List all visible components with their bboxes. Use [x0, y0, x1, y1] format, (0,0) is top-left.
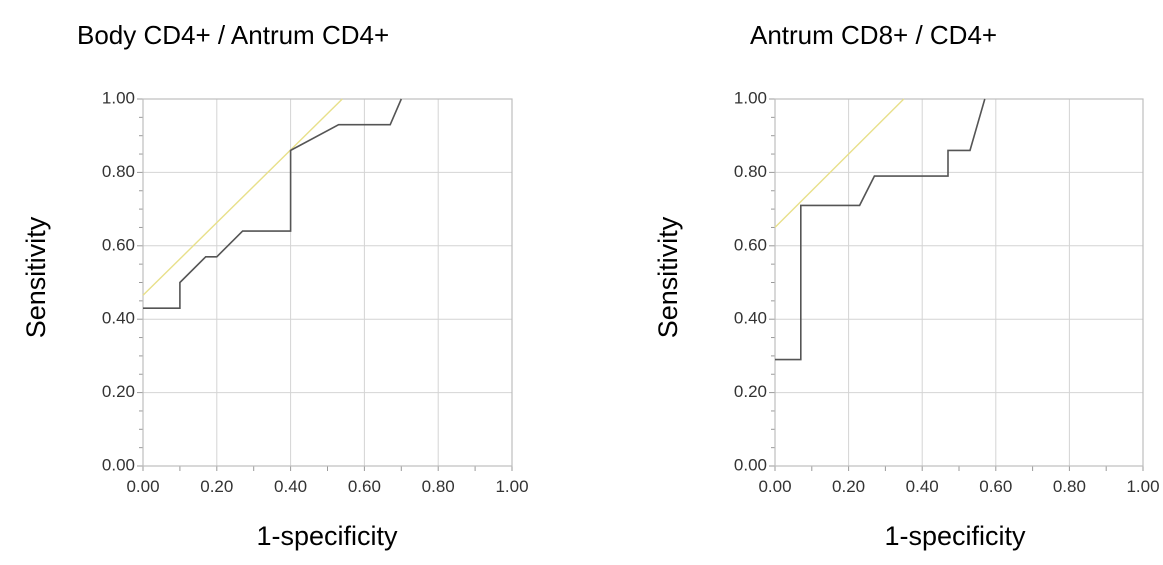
x-tick-label: 0.20: [832, 477, 865, 496]
x-tick-label: 0.00: [126, 477, 159, 496]
x-tick-label: 0.80: [1053, 477, 1086, 496]
x-tick-label: 0.60: [979, 477, 1012, 496]
roc-curve: [143, 98, 403, 310]
y-tick-label: 0.40: [102, 309, 135, 328]
x-tick-label: 1.00: [495, 477, 528, 496]
y-tick-label: 0.00: [102, 455, 135, 474]
roc-chart-antrum-cd8-cd4: Antrum CD8+ / CD4+ 0.00 0.20 0.40 0.60 0.80 1.…: [653, 20, 1159, 551]
y-tick-label: 1.00: [734, 88, 767, 107]
x-axis-title: 1-specificity: [884, 521, 1026, 551]
y-tick-label: 0.20: [734, 382, 767, 401]
chart-title: Antrum CD8+ / CD4+: [750, 20, 997, 50]
reference-line: [774, 98, 905, 228]
y-tick-label: 0.00: [734, 455, 767, 474]
x-axis-title: 1-specificity: [256, 521, 398, 551]
x-tick-label: 0.40: [274, 477, 307, 496]
reference-line: [142, 98, 343, 296]
y-axis-title: Sensitivity: [21, 216, 51, 338]
x-tick-label: 0.40: [906, 477, 939, 496]
x-tick-label: 0.80: [422, 477, 455, 496]
y-tick-label: 0.20: [102, 382, 135, 401]
roc-chart-body-cd4: Body CD4+ / Antrum CD4+ 0.00 0.20 0.40 0.60 0…: [21, 20, 528, 551]
y-tick-label: 0.40: [734, 309, 767, 328]
chart-title: Body CD4+ / Antrum CD4+: [77, 20, 389, 50]
y-axis-title: Sensitivity: [653, 216, 683, 338]
plot-frame: [142, 98, 513, 467]
y-tick-label: 0.60: [734, 235, 767, 254]
x-tick-label: 0.20: [200, 477, 233, 496]
roc-curve: [775, 98, 986, 361]
y-tick-label: 0.80: [102, 162, 135, 181]
x-tick-label: 1.00: [1126, 477, 1159, 496]
y-tick-label: 1.00: [102, 88, 135, 107]
x-tick-label: 0.60: [348, 477, 381, 496]
y-tick-label: 0.80: [734, 162, 767, 181]
y-tick-label: 0.60: [102, 235, 135, 254]
x-tick-label: 0.00: [758, 477, 791, 496]
plot-frame: [774, 98, 1144, 467]
